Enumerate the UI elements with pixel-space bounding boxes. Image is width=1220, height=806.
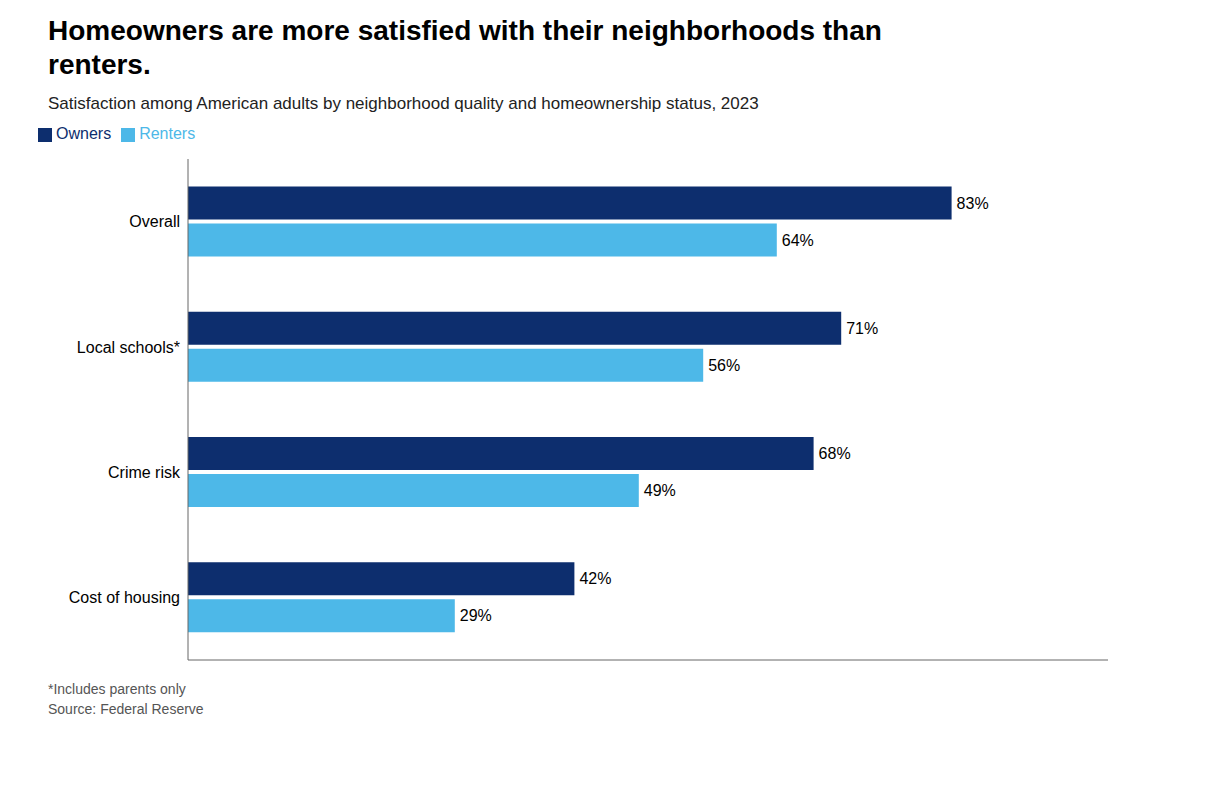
- svg-text:29%: 29%: [460, 607, 492, 624]
- html-text:Homeowners are more satisfied: Homeowners are more satisfied with their…: [48, 15, 882, 80]
- html-text:Satisfaction among American ad: Satisfaction among American adults by ne…: [48, 94, 759, 113]
- svg-text:Local schools*: Local schools*: [77, 339, 180, 356]
- svg-text:42%: 42%: [579, 570, 611, 587]
- svg-text:64%: 64%: [782, 232, 814, 249]
- svg-text:68%: 68%: [819, 445, 851, 462]
- svg-text:Crime risk: Crime risk: [108, 464, 181, 481]
- svg-text:56%: 56%: [708, 357, 740, 374]
- html-text:Owners: Owners: [56, 125, 112, 142]
- html-text:*Includes parents only: *Includes parents only: [48, 681, 186, 697]
- svg-text:49%: 49%: [644, 482, 676, 499]
- svg-text:Cost of housing: Cost of housing: [69, 589, 180, 606]
- svg-text:83%: 83%: [957, 195, 989, 212]
- html-text:Renters: Renters: [139, 125, 196, 142]
- html-text:Source: Federal Reserve: Source: Federal Reserve: [48, 701, 204, 717]
- svg-text:71%: 71%: [846, 320, 878, 337]
- svg-text:Overall: Overall: [129, 213, 180, 230]
